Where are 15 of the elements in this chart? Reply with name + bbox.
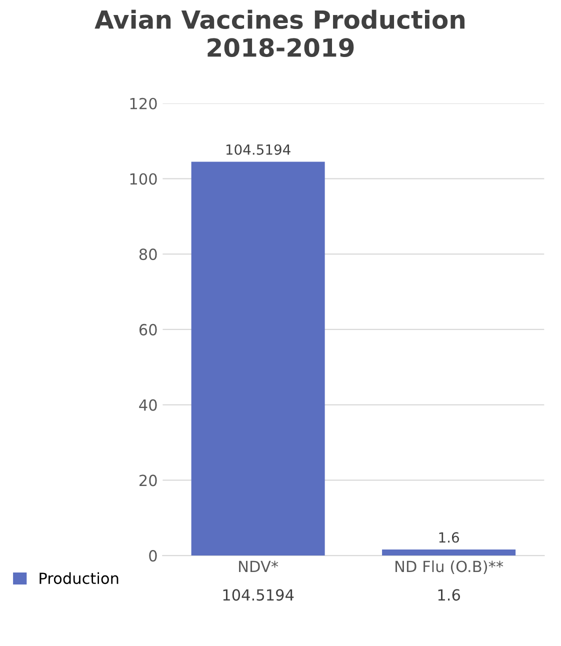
text: 104.5194 (226, 144, 290, 155)
x-tick-label: NDV* (239, 560, 278, 572)
legend-label: Production (40, 572, 118, 584)
text: 1.6 (439, 532, 459, 543)
y-tick-label: 120 (130, 98, 157, 110)
y-tick-label: 0 (149, 550, 157, 562)
y-tick-label: 80 (139, 248, 157, 260)
y-tick-label: 100 (130, 173, 157, 185)
y-tick-label: 40 (139, 399, 157, 411)
data-label: 104.5194 (223, 589, 294, 601)
x-tick-label: ND Flu (O.B)** (396, 560, 504, 574)
data-label: 1.6 (438, 589, 460, 601)
y-tick-label: 60 (139, 324, 157, 336)
chart-title: Avian Vaccines Production 2018-2019 (94, 10, 464, 58)
y-tick-label: 20 (140, 474, 157, 486)
